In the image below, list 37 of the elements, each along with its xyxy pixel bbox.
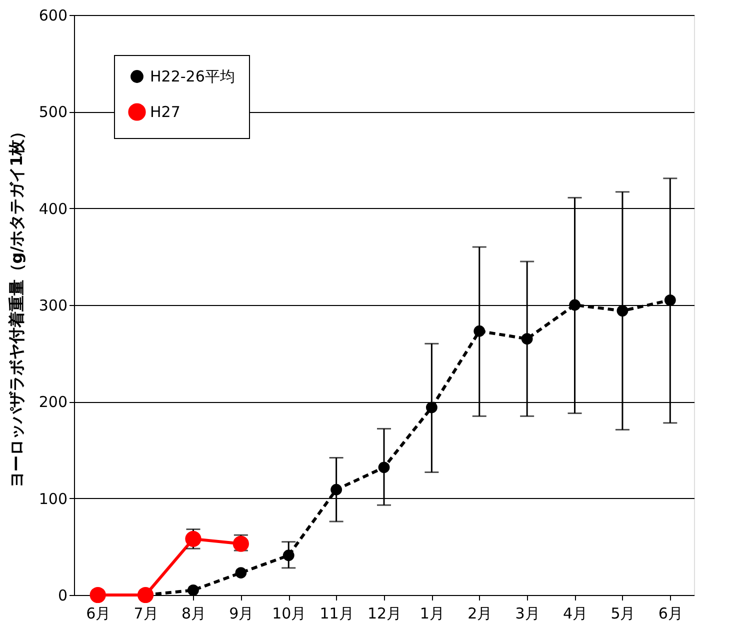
point	[90, 586, 106, 604]
point	[474, 325, 486, 337]
point	[282, 550, 294, 562]
y-tick-label: 100	[38, 490, 68, 508]
y-tick-label: 200	[38, 393, 68, 412]
x-tick-label: 4月	[562, 604, 588, 622]
point	[569, 299, 580, 311]
point	[616, 305, 628, 316]
x-tick-label: 5月	[610, 604, 636, 622]
point	[664, 294, 676, 306]
x-tick-label: 9月	[229, 604, 254, 622]
y-tick-label: 600	[38, 6, 68, 24]
point	[426, 402, 438, 414]
y-tick-label: 0	[58, 586, 68, 604]
y-tick-label: 400	[38, 200, 68, 218]
point	[521, 333, 533, 345]
y-axis-title: ヨーロッパザラボヤ付着重量（g/ホタテガイ1枚）	[6, 123, 26, 488]
point	[235, 567, 247, 578]
legend-label: H27	[150, 103, 180, 121]
point	[188, 584, 199, 596]
x-tick-label: 1月	[420, 604, 444, 622]
point	[185, 530, 202, 547]
x-tick-label: 3月	[515, 604, 540, 622]
x-tick-label: 2月	[468, 604, 492, 622]
x-tick-label: 12月	[367, 604, 402, 622]
y-tick-label: 500	[38, 103, 68, 122]
y-tick-label: 300	[38, 296, 68, 314]
x-tick-label: 6月	[86, 604, 111, 622]
x-tick-label: 8月	[181, 604, 206, 622]
x-tick-label: 11月	[320, 604, 354, 622]
point	[137, 586, 154, 604]
legend-label: H22-26平均	[150, 68, 235, 86]
point	[378, 462, 390, 474]
x-tick-label: 10月	[272, 604, 306, 622]
x-tick-label: 7月	[134, 604, 158, 622]
point	[330, 484, 342, 496]
x-tick-label: 6月	[658, 604, 683, 622]
